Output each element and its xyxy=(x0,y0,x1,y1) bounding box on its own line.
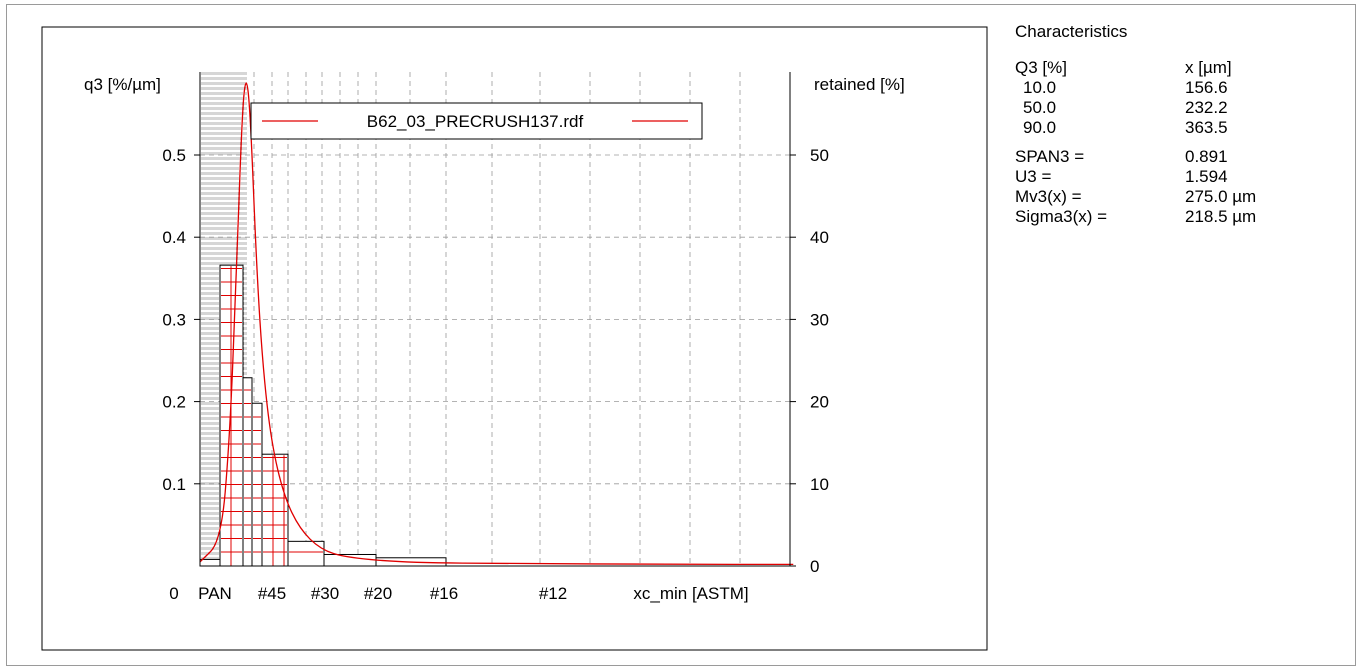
y-tick-label-right: 10 xyxy=(810,475,829,494)
x-tick-label: 0 xyxy=(169,584,178,603)
bars xyxy=(199,264,447,567)
stat-value: 0.891 xyxy=(1185,147,1228,166)
stat-label: U3 = xyxy=(1015,167,1052,186)
x-tick-label: #30 xyxy=(311,584,339,603)
percentile-header: Q3 [%] x [µm] xyxy=(1015,58,1295,78)
legend: B62_03_PRECRUSH137.rdf xyxy=(250,102,703,140)
chart-panel xyxy=(41,26,988,651)
stat-row: Mv3(x) = 275.0 µm xyxy=(1015,187,1295,207)
x-tick-label: PAN xyxy=(198,584,232,603)
q3-value: 50.0 xyxy=(1023,98,1057,117)
q3-header: Q3 [%] xyxy=(1015,58,1067,77)
stat-value: 1.594 xyxy=(1185,167,1228,186)
stat-label: Mv3(x) = xyxy=(1015,187,1082,206)
y-tick-label-right: 50 xyxy=(810,146,829,165)
y-axis-title-left: q3 [%/µm] xyxy=(84,75,161,94)
stat-row: U3 = 1.594 xyxy=(1015,167,1295,187)
x-tick-label: #12 xyxy=(539,584,567,603)
y-tick-label-left: 0.5 xyxy=(162,146,186,165)
percentile-row: 10.0 156.6 xyxy=(1015,78,1295,98)
bar xyxy=(199,558,221,567)
stat-label: Sigma3(x) = xyxy=(1015,207,1108,226)
y-axis-title-right: retained [%] xyxy=(814,75,905,94)
characteristics-panel: Characteristics Q3 [%] x [µm] 10.0 156.6… xyxy=(1015,22,1295,227)
y-tick-label-right: 0 xyxy=(810,557,819,576)
x-value: 232.2 xyxy=(1185,98,1228,117)
characteristics-title: Characteristics xyxy=(1015,22,1128,41)
y-tick-label-left: 0.4 xyxy=(162,228,186,247)
x-tick-label: #20 xyxy=(364,584,392,603)
density-curve xyxy=(199,82,794,566)
y-tick-label-right: 30 xyxy=(810,310,829,329)
density-curve-line xyxy=(199,82,794,566)
percentile-row: 90.0 363.5 xyxy=(1015,118,1295,138)
legend-box xyxy=(250,102,703,140)
y-tick-label-right: 40 xyxy=(810,228,829,247)
bar xyxy=(323,553,377,567)
x-axis-title: xc_min [ASTM] xyxy=(633,584,748,603)
q3-value: 90.0 xyxy=(1023,118,1057,137)
report-frame xyxy=(6,4,1356,666)
percentile-row: 50.0 232.2 xyxy=(1015,98,1295,118)
x-tick-label: #16 xyxy=(430,584,458,603)
stat-label: SPAN3 = xyxy=(1015,147,1085,166)
x-value: 363.5 xyxy=(1185,118,1228,137)
x-value: 156.6 xyxy=(1185,78,1228,97)
bar xyxy=(242,377,253,567)
x-header: x [µm] xyxy=(1185,58,1232,77)
legend-label: B62_03_PRECRUSH137.rdf xyxy=(367,112,584,131)
q3-value: 10.0 xyxy=(1023,78,1057,97)
y-tick-label-left: 0.3 xyxy=(162,310,186,329)
y-tick-label-left: 0.2 xyxy=(162,393,186,412)
stat-row: Sigma3(x) = 218.5 µm xyxy=(1015,207,1295,227)
bar xyxy=(287,540,325,567)
y-tick-label-left: 0.1 xyxy=(162,475,186,494)
y-tick-label-right: 20 xyxy=(810,393,829,412)
stat-value: 218.5 µm xyxy=(1185,207,1257,226)
stat-value: 275.0 µm xyxy=(1185,187,1257,206)
axes: 0.5 0.4 0.3 0.2 0.1 50 40 30 20 10 0 q3 [%/µm] retai… xyxy=(84,72,905,603)
x-tick-label: #45 xyxy=(258,584,286,603)
stat-row: SPAN3 = 0.891 xyxy=(1015,147,1295,167)
